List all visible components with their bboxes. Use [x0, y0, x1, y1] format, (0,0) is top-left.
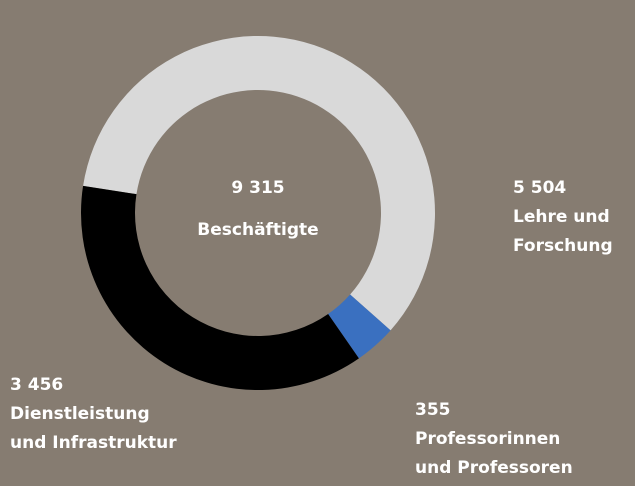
donut-segment [328, 294, 391, 359]
total-value: 9 315 [231, 178, 284, 198]
category-label: und Professoren [415, 458, 573, 478]
donut-segment [81, 185, 359, 390]
category-label: Lehre und [513, 207, 610, 227]
donut-segment [83, 36, 435, 331]
value-label: 355 [415, 400, 451, 420]
category-label: Forschung [513, 236, 613, 256]
total-caption: Beschäftigte [197, 220, 318, 240]
category-label: Dienstleistung [10, 404, 150, 424]
category-label: und Infrastruktur [10, 433, 177, 453]
value-label: 3 456 [10, 375, 63, 395]
value-label: 5 504 [513, 178, 566, 198]
category-label: Professorinnen [415, 429, 560, 449]
